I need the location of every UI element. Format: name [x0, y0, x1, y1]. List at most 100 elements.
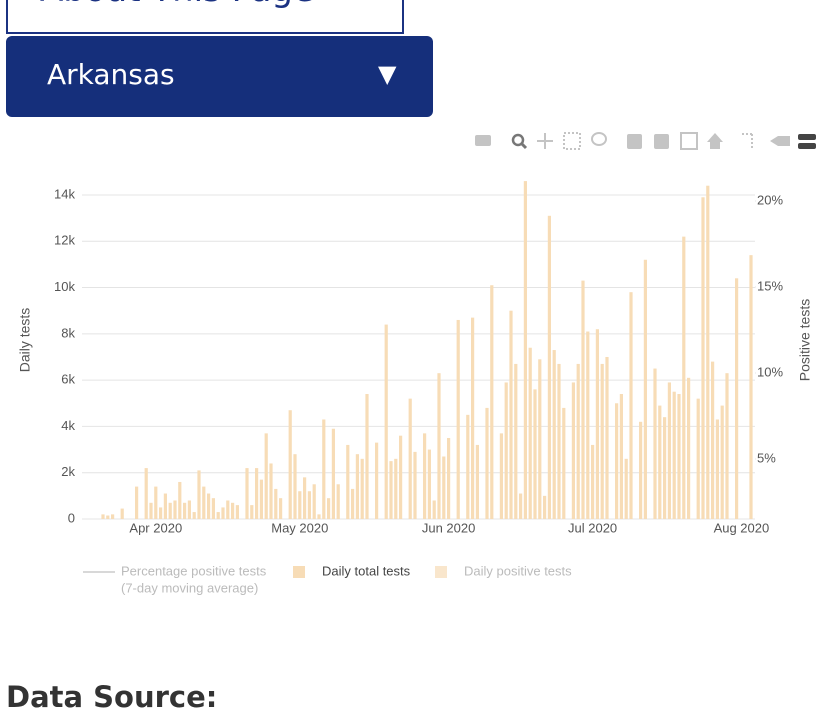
bar	[288, 410, 292, 519]
y2-tick-label: 5%	[757, 450, 776, 465]
camera-icon[interactable]	[475, 135, 491, 146]
bar	[706, 185, 710, 520]
x-tick-label: Jul 2020	[568, 520, 617, 535]
y-tick-label: 10k	[54, 279, 75, 294]
bar	[672, 391, 676, 519]
bar	[279, 498, 283, 519]
about-button-label: About This Page	[40, 0, 314, 10]
bar	[629, 292, 633, 519]
state-dropdown[interactable]: Arkansas ▼	[6, 36, 433, 117]
bar	[226, 500, 230, 519]
lasso-icon[interactable]	[591, 132, 607, 146]
bar	[250, 505, 254, 519]
bar	[187, 500, 191, 519]
legend-bar-symbol	[435, 566, 447, 578]
y-axis-title: Daily tests	[17, 308, 33, 373]
bar	[163, 493, 167, 519]
bar	[211, 498, 215, 519]
hover-compare-icon[interactable]	[798, 134, 816, 140]
y2-axis-title: Positive tests	[797, 299, 813, 381]
x-tick-label: Jun 2020	[422, 520, 476, 535]
bar	[466, 414, 470, 519]
bar	[231, 502, 235, 519]
bar	[202, 486, 206, 519]
bar	[312, 484, 316, 519]
bar	[552, 350, 556, 519]
bar	[327, 498, 331, 519]
bar	[576, 363, 580, 519]
state-dropdown-value: Arkansas	[47, 58, 175, 91]
pan-icon[interactable]	[537, 133, 553, 149]
bar	[437, 373, 441, 519]
x-tick-label: May 2020	[271, 520, 328, 535]
bar	[207, 493, 211, 519]
bar	[168, 502, 172, 519]
legend-label: Daily total tests	[322, 563, 411, 578]
bar	[423, 433, 427, 519]
zoom-icon[interactable]	[511, 133, 525, 147]
bar	[317, 514, 321, 519]
bar	[591, 444, 595, 519]
y-tick-label: 12k	[54, 233, 75, 248]
bar	[581, 280, 585, 519]
legend-bar-symbol	[293, 566, 305, 578]
about-button[interactable]: About This Page ›	[6, 0, 404, 34]
bar	[159, 507, 163, 519]
zoom-out-icon[interactable]	[654, 134, 669, 149]
bar	[303, 477, 307, 519]
bar	[336, 484, 340, 519]
bar	[504, 382, 508, 519]
spike-icon[interactable]	[742, 133, 753, 148]
bar	[399, 435, 403, 519]
bar	[600, 363, 604, 519]
bar	[475, 444, 479, 519]
x-tick-label: Aug 2020	[714, 520, 770, 535]
y-tick-label: 2k	[61, 464, 75, 479]
bar	[408, 398, 412, 519]
y-tick-label: 14k	[54, 186, 75, 201]
bar	[135, 486, 139, 519]
bar	[471, 317, 475, 519]
bar	[711, 361, 715, 519]
bar	[235, 505, 239, 519]
bar	[533, 389, 537, 519]
y2-tick-label: 15%	[757, 278, 783, 293]
y2-tick-label: 20%	[757, 192, 783, 207]
bar	[701, 197, 705, 519]
bar	[255, 468, 259, 519]
bar	[154, 486, 158, 519]
bar	[586, 331, 590, 519]
bar	[519, 493, 523, 519]
bar	[413, 451, 417, 519]
bar	[269, 463, 273, 519]
bar	[274, 488, 278, 519]
bar	[663, 417, 667, 519]
zoom-in-icon[interactable]	[627, 134, 642, 149]
autoscale-icon[interactable]	[680, 132, 698, 150]
bar	[106, 515, 110, 519]
box-select-icon[interactable]	[563, 132, 581, 150]
bar	[183, 502, 187, 519]
hover-compare-icon[interactable]	[798, 143, 816, 149]
bar	[523, 181, 527, 519]
bar	[735, 278, 739, 519]
bar	[394, 458, 398, 519]
bar	[543, 495, 547, 519]
zoom-icon-handle	[519, 141, 528, 150]
bar	[346, 444, 350, 519]
legend-label: (7-day moving average)	[121, 580, 258, 595]
home-icon[interactable]	[707, 133, 723, 149]
y-tick-label: 6k	[61, 372, 75, 387]
bar	[221, 507, 225, 519]
bar	[682, 236, 686, 519]
bar	[619, 394, 623, 519]
hover-closest-icon[interactable]	[770, 136, 790, 146]
dropdown-caret: ▼	[378, 60, 397, 88]
bar	[696, 398, 700, 519]
bar	[720, 405, 724, 519]
data-source-heading: Data Source:	[6, 680, 218, 714]
bar	[384, 324, 388, 519]
bar	[298, 491, 302, 519]
bar	[509, 310, 513, 519]
